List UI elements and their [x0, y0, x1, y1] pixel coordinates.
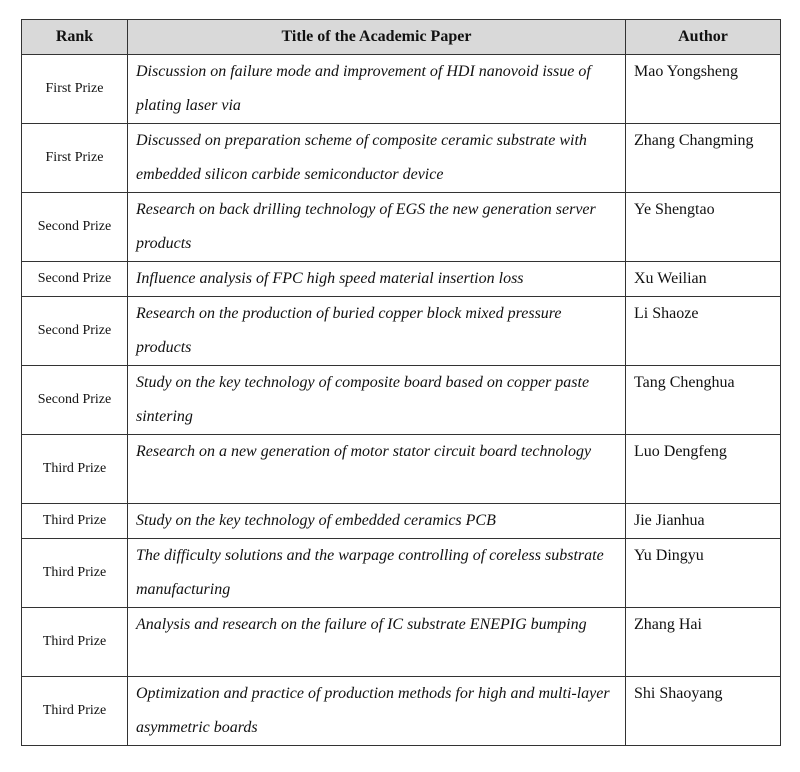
author-cell: Li Shaoze [625, 296, 781, 366]
title-cell: Optimization and practice of production … [127, 676, 626, 746]
title-cell: Research on a new generation of motor st… [127, 434, 626, 504]
table-row: Third Prize Optimization and practice of … [21, 676, 781, 746]
rank-cell: Second Prize [21, 192, 128, 262]
table-row: Third Prize Study on the key technology o… [21, 503, 781, 539]
title-cell: Analysis and research on the failure of … [127, 607, 626, 677]
header-row: Rank Title of the Academic Paper Author [21, 19, 781, 55]
table-row: Second Prize Research on the production o… [21, 296, 781, 366]
rank-cell: Third Prize [21, 676, 128, 746]
title-cell: Study on the key technology of composite… [127, 365, 626, 435]
title-cell: Research on back drilling technology of … [127, 192, 626, 262]
author-cell: Zhang Hai [625, 607, 781, 677]
awards-table: Rank Title of the Academic Paper Author … [21, 19, 781, 746]
table-row: First Prize Discussed on preparation sche… [21, 123, 781, 193]
table-row: Third Prize Analysis and research on the … [21, 607, 781, 677]
table-row: Second Prize Influence analysis of FPC hi… [21, 261, 781, 297]
rank-cell: First Prize [21, 123, 128, 193]
table-row: Second Prize Research on back drilling te… [21, 192, 781, 262]
rank-cell: First Prize [21, 54, 128, 124]
author-cell: Shi Shaoyang [625, 676, 781, 746]
rank-cell: Third Prize [21, 538, 128, 608]
title-cell: Influence analysis of FPC high speed mat… [127, 261, 626, 297]
header-title: Title of the Academic Paper [127, 19, 626, 55]
author-cell: Mao Yongsheng [625, 54, 781, 124]
author-cell: Luo Dengfeng [625, 434, 781, 504]
table-row: First Prize Discussion on failure mode an… [21, 54, 781, 124]
title-cell: Research on the production of buried cop… [127, 296, 626, 366]
rank-cell: Third Prize [21, 503, 128, 539]
title-cell: Discussion on failure mode and improveme… [127, 54, 626, 124]
title-cell: The difficulty solutions and the warpage… [127, 538, 626, 608]
rank-cell: Third Prize [21, 434, 128, 504]
header-author: Author [625, 19, 781, 55]
author-cell: Tang Chenghua [625, 365, 781, 435]
rank-cell: Second Prize [21, 261, 128, 297]
table-row: Third Prize The difficulty solutions and … [21, 538, 781, 608]
table-row: Second Prize Study on the key technology … [21, 365, 781, 435]
author-cell: Ye Shengtao [625, 192, 781, 262]
rank-cell: Second Prize [21, 365, 128, 435]
author-cell: Jie Jianhua [625, 503, 781, 539]
rank-cell: Third Prize [21, 607, 128, 677]
author-cell: Zhang Changming [625, 123, 781, 193]
title-cell: Study on the key technology of embedded … [127, 503, 626, 539]
author-cell: Xu Weilian [625, 261, 781, 297]
header-rank: Rank [21, 19, 128, 55]
rank-cell: Second Prize [21, 296, 128, 366]
title-cell: Discussed on preparation scheme of compo… [127, 123, 626, 193]
table-row: Third Prize Research on a new generation … [21, 434, 781, 504]
author-cell: Yu Dingyu [625, 538, 781, 608]
